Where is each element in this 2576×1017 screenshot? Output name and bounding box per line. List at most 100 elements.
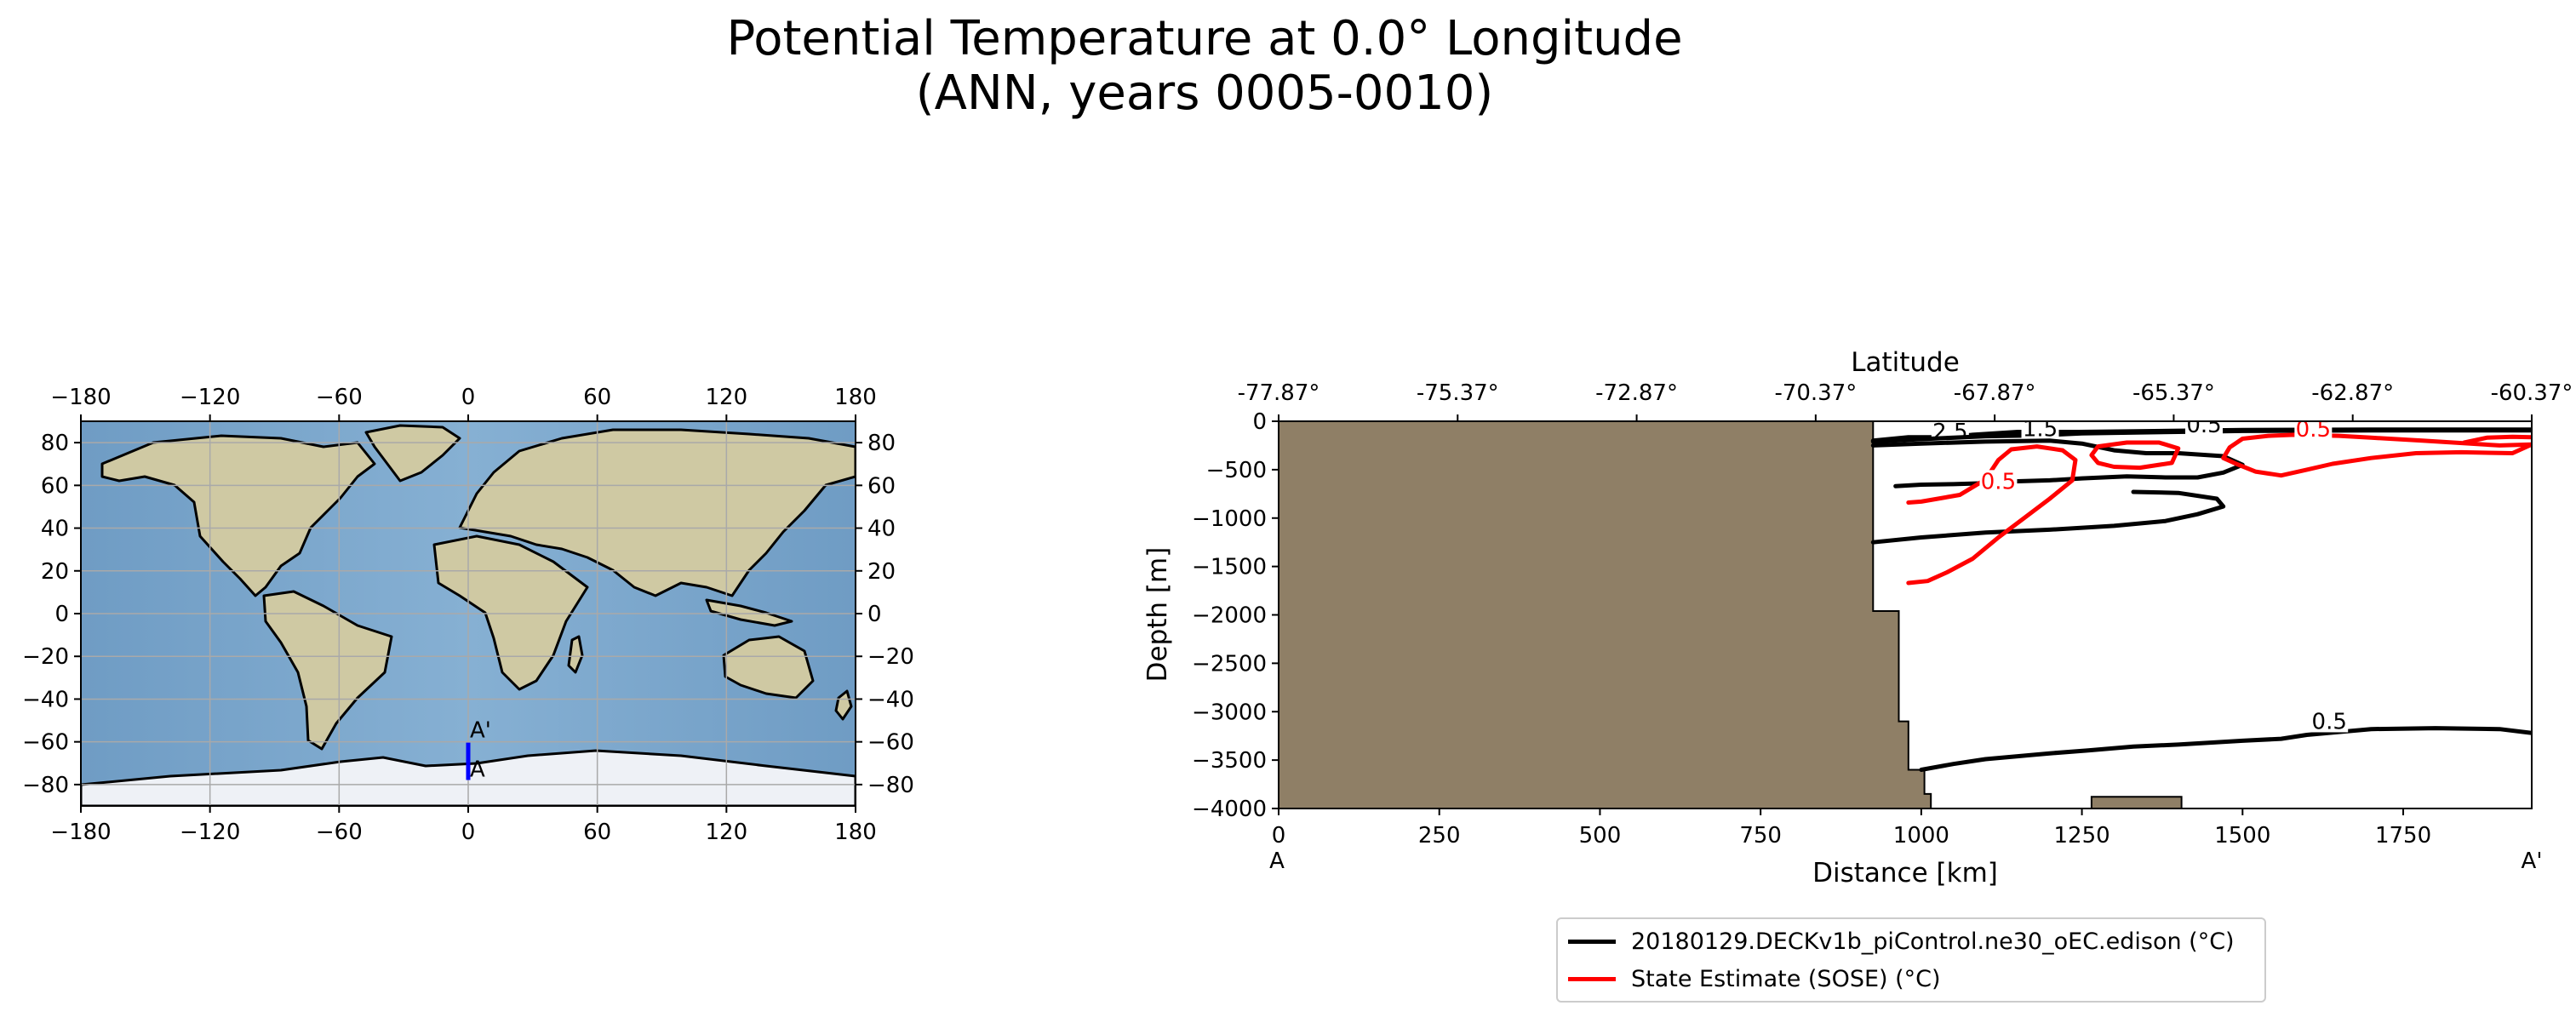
contour-label-bg xyxy=(1979,470,2018,493)
bathymetry xyxy=(1279,421,2183,808)
legend-swatch-model xyxy=(1568,939,1616,944)
section-start-label: A xyxy=(1269,848,1285,874)
section-y-tick-label: −2500 xyxy=(1192,651,1267,677)
section-end-label: A' xyxy=(2522,848,2543,874)
bathymetry-shelf xyxy=(1279,421,1932,808)
map-left-tick-label: −60 xyxy=(22,730,69,756)
islands-indonesia xyxy=(705,598,793,627)
map-bottom-tick-label: 60 xyxy=(583,820,611,845)
title-line-2: (ANN, years 0005-0010) xyxy=(915,66,1494,121)
model-contour-3 xyxy=(1870,489,2226,545)
map-top-tick-label: 60 xyxy=(583,385,611,410)
section-y-tick-label: −1500 xyxy=(1192,555,1267,580)
map-left-tick-label: 0 xyxy=(54,602,69,627)
map-right-tick-label: 80 xyxy=(867,431,896,456)
continent-greenland xyxy=(364,424,461,483)
continent-australia xyxy=(722,635,815,700)
map-top-tick-label: −120 xyxy=(180,385,240,410)
map-right-tick-label: −20 xyxy=(867,644,914,670)
map-top-tick-label: 120 xyxy=(706,385,748,410)
section-y-tick-label: −3000 xyxy=(1192,700,1267,725)
section-x-tick-label: 750 xyxy=(1739,823,1782,848)
transect-end-label: A' xyxy=(470,718,491,744)
map-left-tick-label: 60 xyxy=(41,473,69,499)
map-left-tick-label: −80 xyxy=(22,773,69,798)
map-left-tick-label: 80 xyxy=(41,431,69,456)
section-y-tick-label: −500 xyxy=(1206,458,1267,483)
bathymetry-seamount xyxy=(2090,796,2183,808)
section-x-tick-label: 1250 xyxy=(2054,823,2110,848)
legend-swatch-obs xyxy=(1568,976,1616,981)
legend-label-model: 20180129.DECKv1b_piControl.ne30_oEC.edis… xyxy=(1631,928,2235,955)
x-axis-label: Distance [km] xyxy=(1812,858,1998,888)
model-contour-label: 0.5 xyxy=(2312,709,2347,734)
map-left-tick-label: −20 xyxy=(22,644,69,670)
map-top-tick-label: 180 xyxy=(834,385,877,410)
section-y-tick-label: −3500 xyxy=(1192,748,1267,774)
island-new-zealand xyxy=(834,689,853,721)
map-bottom-tick-label: −60 xyxy=(316,820,363,845)
legend-item-model: 20180129.DECKv1b_piControl.ne30_oEC.edis… xyxy=(1558,923,2235,960)
section-y-tick-label: −2000 xyxy=(1192,603,1267,629)
map-panel: −180 −180 −120 −120 −60 −60 0 0 60 60 120 120 180 180… xyxy=(22,385,914,845)
section-y-tick-label: −4000 xyxy=(1192,797,1267,822)
obs-contour-0 xyxy=(1906,444,2078,586)
map-ticks: −180 −180 −120 −120 −60 −60 0 0 60 60 120 120 180 180… xyxy=(22,385,914,845)
obs-contour-label: 0.5 xyxy=(2296,417,2331,443)
contour-label-bg xyxy=(2310,710,2349,733)
legend-label-obs: State Estimate (SOSE) (°C) xyxy=(1631,965,1941,992)
section-x-tick-label: 0 xyxy=(1272,823,1286,848)
transect-start-label: A xyxy=(470,757,485,783)
legend-item-obs: State Estimate (SOSE) (°C) xyxy=(1558,960,1941,997)
map-left-tick-label: −40 xyxy=(22,687,69,712)
island-madagascar xyxy=(567,635,584,674)
map-bottom-tick-label: −120 xyxy=(180,820,240,845)
map-bottom-tick-label: 180 xyxy=(834,820,877,845)
model-contour-label: 0.5 xyxy=(2186,413,2221,438)
section-top-tick-label: -62.87° xyxy=(2311,380,2394,406)
obs-contour-2 xyxy=(2221,432,2532,478)
y-axis-label: Depth [m] xyxy=(1142,547,1173,683)
continent-south-america xyxy=(262,590,393,751)
contour-lines: 2.5 1.5 0.50.50.50.5 xyxy=(1870,413,2532,772)
section-transect: A' A xyxy=(466,718,491,783)
map-right-tick-label: −40 xyxy=(867,687,914,712)
obs-contour-label: 0.5 xyxy=(1981,469,2016,494)
map-right-tick-label: −60 xyxy=(867,730,914,756)
section-top-tick-label: -67.87° xyxy=(1954,380,2036,406)
map-right-tick-label: 40 xyxy=(867,517,896,542)
section-x-tick-label: 1000 xyxy=(1893,823,1949,848)
contour-label-bg xyxy=(2294,421,2333,440)
contour-label-bg xyxy=(2185,421,2224,436)
continents xyxy=(81,424,856,806)
model-contour-label: 1.5 xyxy=(2023,416,2058,442)
map-right-tick-label: 20 xyxy=(867,559,896,585)
map-top-tick-label: −180 xyxy=(50,385,111,410)
map-bottom-tick-label: 0 xyxy=(461,820,476,845)
section-top-tick-label: -70.37° xyxy=(1774,380,1857,406)
section-panel: 2.5 1.5 0.50.50.50.5 0 250 500 750 1000 1250 150… xyxy=(1142,347,2573,888)
map-right-tick-label: −80 xyxy=(867,773,914,798)
section-x-tick-label: 250 xyxy=(1418,823,1461,848)
section-y-tick-label: −1000 xyxy=(1192,506,1267,532)
model-contour-4 xyxy=(1919,726,2532,772)
section-top-tick-label: -75.37° xyxy=(1417,380,1499,406)
continent-eurasia xyxy=(458,428,856,597)
section-top-tick-label: -60.37° xyxy=(2491,380,2573,406)
section-top-tick-label: -65.37° xyxy=(2132,380,2215,406)
top-axis-label: Latitude xyxy=(1851,347,1960,378)
legend: 20180129.DECKv1b_piControl.ne30_oEC.edis… xyxy=(1556,917,2266,1003)
obs-contour-1 xyxy=(2089,440,2181,471)
section-y-tick-label: 0 xyxy=(1252,409,1267,435)
map-right-tick-label: 60 xyxy=(867,473,896,499)
section-x-tick-label: 500 xyxy=(1579,823,1622,848)
map-top-tick-label: 0 xyxy=(461,385,476,410)
section-x-tick-label: 1750 xyxy=(2375,823,2431,848)
section-top-tick-label: -72.87° xyxy=(1595,380,1678,406)
map-bottom-tick-label: 120 xyxy=(706,820,748,845)
section-ticks: 0 250 500 750 1000 1250 1500 1750 0 −500 −1000 −150… xyxy=(1192,380,2573,848)
title-line-1: Potential Temperature at 0.0° Longitude xyxy=(726,11,1683,66)
contour-label-bg xyxy=(2021,421,2059,440)
section-x-tick-label: 1500 xyxy=(2214,823,2270,848)
